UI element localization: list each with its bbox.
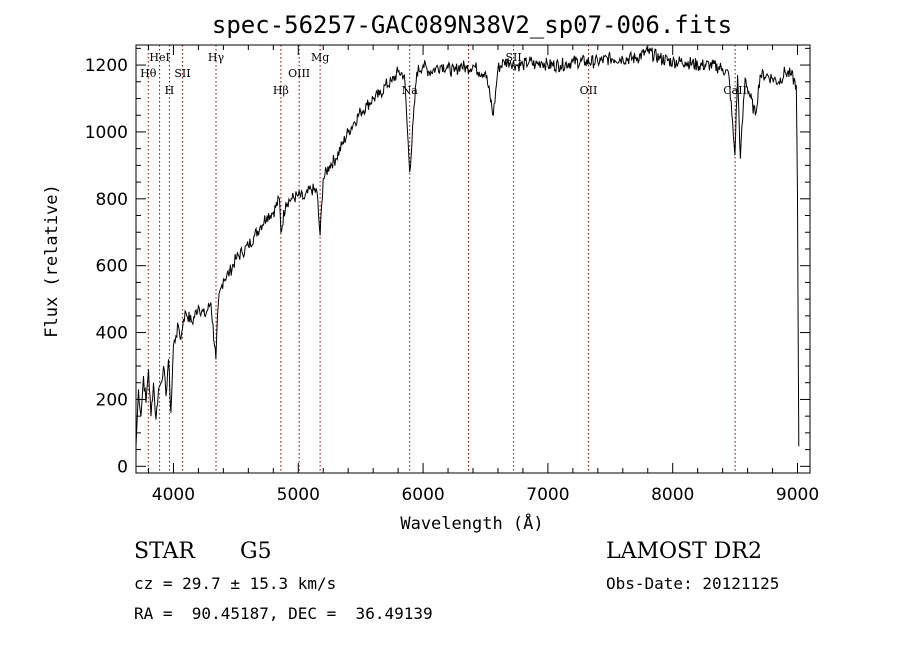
sky-coordinates: RA = 90.45187, DEC = 36.49139: [134, 604, 433, 623]
x-tick-label: 4000: [152, 485, 195, 505]
x-tick-label: 9000: [776, 485, 819, 505]
y-tick-label: 600: [96, 257, 128, 277]
y-tick-label: 1200: [85, 56, 128, 76]
object-class: STAR: [134, 539, 195, 564]
y-tick-label: 200: [96, 390, 128, 410]
spectrum-line: [135, 46, 800, 447]
y-tick-label: 0: [117, 457, 128, 477]
spectral-line-label: Hθ: [140, 67, 157, 80]
x-axis-label: Wavelength (Å): [400, 512, 543, 534]
y-tick-label: 800: [96, 190, 128, 210]
spectral-line-label: Hγ: [208, 51, 225, 64]
x-tick-label: 6000: [401, 485, 444, 505]
spectral-line-label: HeI: [149, 51, 169, 64]
spectral-line-label: Mg: [311, 51, 329, 64]
spectral-line-label: OII: [580, 84, 598, 97]
spectral-line-label: H: [165, 84, 175, 97]
x-tick-label: 7000: [526, 485, 569, 505]
spectral-line-label: CaII: [723, 84, 747, 97]
y-tick-label: 400: [96, 324, 128, 344]
spectral-line-label: Hβ: [273, 84, 289, 97]
object-subclass: G5: [240, 539, 272, 564]
y-tick-label: 1000: [85, 123, 128, 143]
y-axis-label: Flux (relative): [42, 184, 62, 338]
chart-title: spec-56257-GAC089N38V2_sp07-006.fits: [212, 11, 732, 39]
spectral-line-label: SII: [174, 67, 190, 80]
spectral-line-label: SII: [505, 51, 521, 64]
plot-frame: [135, 44, 811, 474]
spectral-line-label: OIII: [288, 67, 310, 80]
x-tick-label: 8000: [651, 485, 694, 505]
x-tick-label: 5000: [277, 485, 320, 505]
observation-date: Obs-Date: 20121125: [606, 574, 780, 593]
redshift-velocity: cz = 29.7 ± 15.3 km/s: [134, 574, 337, 593]
survey-name: LAMOST DR2: [606, 539, 762, 564]
